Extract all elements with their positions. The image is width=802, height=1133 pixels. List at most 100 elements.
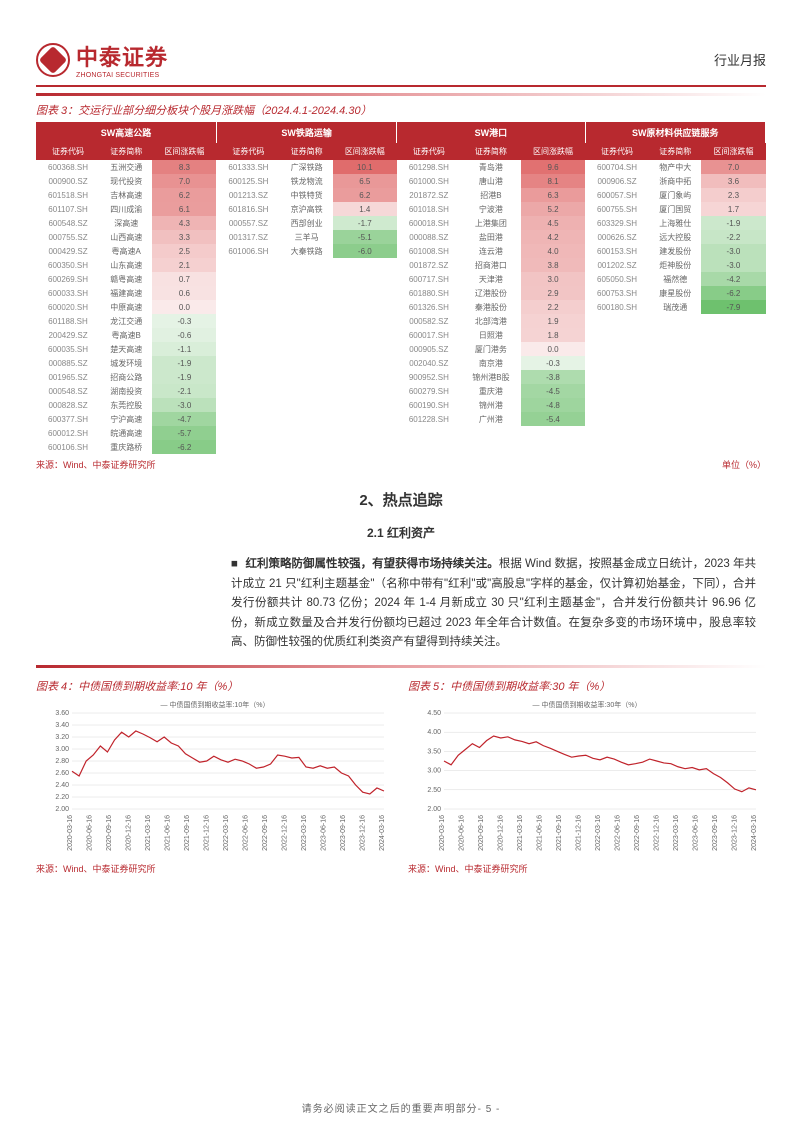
y-tick-label: 2.40 xyxy=(55,782,69,789)
cell-change xyxy=(701,314,765,328)
cell-change xyxy=(333,314,397,328)
report-type: 行业月报 xyxy=(714,50,766,69)
cell-code: 600125.SH xyxy=(216,174,280,188)
cell-code: 601188.SH xyxy=(36,314,100,328)
x-tick-label: 2022-03-16 xyxy=(223,815,230,851)
cell-change: 1.7 xyxy=(701,202,765,216)
x-tick-label: 2021-12-16 xyxy=(576,815,583,851)
cell-change xyxy=(701,384,765,398)
cell-change: 4.5 xyxy=(521,216,585,230)
cell-change: -1.1 xyxy=(152,342,216,356)
cell-code: 600190.SH xyxy=(397,398,461,412)
cell-code xyxy=(216,342,280,356)
x-tick-label: 2021-09-16 xyxy=(556,815,563,851)
cell-name: 锦州港B股 xyxy=(461,370,521,384)
cell-change xyxy=(701,370,765,384)
header-divider xyxy=(36,85,766,87)
sub-header: 证券简称 xyxy=(280,143,332,160)
cell-change: 6.2 xyxy=(333,188,397,202)
table-row: 600033.SH福建高速0.6601880.SH辽港股份2.9600753.S… xyxy=(36,286,766,300)
cell-name: 锦州港 xyxy=(461,398,521,412)
table-row: 600548.SZ深高速4.3000557.SZ西部创业-1.7600018.S… xyxy=(36,216,766,230)
cell-change: 6.5 xyxy=(333,174,397,188)
cell-name: 厦门国贸 xyxy=(649,202,701,216)
y-tick-label: 2.50 xyxy=(427,787,441,794)
cell-name xyxy=(280,314,332,328)
cell-name: 湖南投资 xyxy=(100,384,152,398)
cell-code: 000088.SZ xyxy=(397,230,461,244)
cell-code: 600755.SH xyxy=(585,202,649,216)
cell-name: 现代投资 xyxy=(100,174,152,188)
table-row: 600368.SH五洲交通8.3601333.SH广深铁路10.1601298.… xyxy=(36,160,766,174)
cell-code: 201872.SZ xyxy=(397,188,461,202)
cell-code: 000905.SZ xyxy=(397,342,461,356)
cell-code: 001213.SZ xyxy=(216,188,280,202)
x-tick-label: 2020-12-16 xyxy=(126,815,133,851)
cell-change xyxy=(701,412,765,426)
cell-code: 600753.SH xyxy=(585,286,649,300)
bold-lead: 红利策略防御属性较强，有望获得市场持续关注。 xyxy=(245,558,498,570)
x-tick-label: 2023-12-16 xyxy=(732,815,739,851)
sub-header: 证券代码 xyxy=(216,143,280,160)
cell-name xyxy=(280,412,332,426)
cell-code: 000429.SZ xyxy=(36,244,100,258)
cell-code: 601006.SH xyxy=(216,244,280,258)
chart-legend: — 中债国债到期收益率:30年（%） xyxy=(533,700,642,709)
cell-change: 0.7 xyxy=(152,272,216,286)
cell-code: 605050.SH xyxy=(585,272,649,286)
cell-change: 8.3 xyxy=(152,160,216,174)
cell-name xyxy=(280,440,332,454)
cell-name: 招港B xyxy=(461,188,521,202)
x-tick-label: 2022-09-16 xyxy=(634,815,641,851)
cell-change: 1.4 xyxy=(333,202,397,216)
cell-code xyxy=(216,440,280,454)
table-row: 200429.SZ粤高速B-0.6600017.SH日照港1.8 xyxy=(36,328,766,342)
cell-code: 600377.SH xyxy=(36,412,100,426)
cell-change: 2.3 xyxy=(701,188,765,202)
cell-code: 200429.SZ xyxy=(36,328,100,342)
cell-code: 601000.SH xyxy=(397,174,461,188)
cell-code: 001965.SZ xyxy=(36,370,100,384)
cell-code xyxy=(585,426,649,440)
cell-code xyxy=(585,370,649,384)
cell-code xyxy=(216,272,280,286)
cell-code: 600017.SH xyxy=(397,328,461,342)
cell-code: 000906.SZ xyxy=(585,174,649,188)
cell-change xyxy=(521,426,585,440)
cell-name xyxy=(280,272,332,286)
cell-code: 600368.SH xyxy=(36,160,100,174)
cell-code: 601008.SH xyxy=(397,244,461,258)
x-tick-label: 2020-09-16 xyxy=(106,815,113,851)
x-tick-label: 2024-03-16 xyxy=(379,815,386,851)
cell-change xyxy=(333,258,397,272)
logo-icon xyxy=(36,43,70,77)
table-row: 600012.SH皖通高速-5.7 xyxy=(36,426,766,440)
cell-change: -3.0 xyxy=(701,258,765,272)
cell-name xyxy=(649,356,701,370)
cell-name xyxy=(280,286,332,300)
cell-code: 000755.SZ xyxy=(36,230,100,244)
cell-change xyxy=(333,384,397,398)
y-tick-label: 4.00 xyxy=(427,729,441,736)
cell-code: 600057.SH xyxy=(585,188,649,202)
cell-code xyxy=(216,370,280,384)
cell-name: 北部湾港 xyxy=(461,314,521,328)
chart-line xyxy=(72,731,384,794)
cell-change: -5.7 xyxy=(152,426,216,440)
cell-change xyxy=(701,426,765,440)
cell-change: 7.0 xyxy=(152,174,216,188)
cell-change: -0.3 xyxy=(521,356,585,370)
cell-name: 广州港 xyxy=(461,412,521,426)
cell-change xyxy=(521,440,585,454)
cell-change: -1.9 xyxy=(701,216,765,230)
cell-change: 1.8 xyxy=(521,328,585,342)
cell-code xyxy=(216,398,280,412)
table3-unit: 单位（%） xyxy=(722,458,766,471)
group-header: SW港口 xyxy=(397,122,585,143)
table-row: 601518.SH吉林高速6.2001213.SZ中铁特货6.2201872.S… xyxy=(36,188,766,202)
table-row: 000885.SZ城发环境-1.9002040.SZ南京港-0.3 xyxy=(36,356,766,370)
cell-change: 6.1 xyxy=(152,202,216,216)
cell-name: 招商港口 xyxy=(461,258,521,272)
cell-name: 深高速 xyxy=(100,216,152,230)
x-tick-label: 2021-03-16 xyxy=(517,815,524,851)
